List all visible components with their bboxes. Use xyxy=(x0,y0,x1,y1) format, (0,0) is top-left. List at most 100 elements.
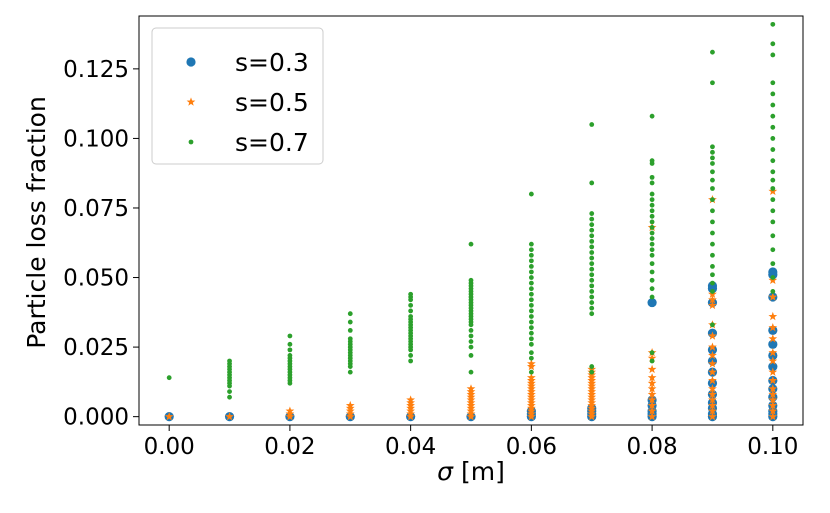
data-point xyxy=(710,169,715,175)
data-point xyxy=(710,177,715,183)
y-tick-label: 0.125 xyxy=(63,57,129,83)
x-tick-label: 0.00 xyxy=(144,434,195,460)
legend-item: s=0.5 xyxy=(186,88,309,117)
data-point xyxy=(770,275,776,280)
data-point xyxy=(589,222,595,228)
data-point xyxy=(710,144,715,150)
data-point xyxy=(589,294,595,300)
data-point xyxy=(164,412,174,421)
data-point xyxy=(710,149,715,155)
data-point xyxy=(768,375,778,385)
data-point xyxy=(768,311,778,321)
data-point xyxy=(707,345,718,355)
data-point xyxy=(708,295,717,304)
data-point xyxy=(468,344,474,350)
data-point xyxy=(408,358,414,364)
data-point xyxy=(708,300,717,310)
data-point xyxy=(768,267,778,277)
data-point xyxy=(526,373,536,382)
data-point xyxy=(707,378,718,388)
plot-frame xyxy=(138,15,804,426)
legend: s=0.3 s=0.5 s=0.7 xyxy=(151,27,324,165)
data-point xyxy=(708,389,717,399)
data-point xyxy=(589,211,595,216)
data-point xyxy=(526,406,536,415)
data-point xyxy=(528,252,534,258)
data-point xyxy=(406,412,416,421)
data-point xyxy=(710,219,715,225)
data-point xyxy=(468,277,474,283)
data-point xyxy=(649,191,655,197)
data-point xyxy=(406,409,416,418)
data-point xyxy=(710,322,715,328)
data-point xyxy=(528,308,534,314)
legend-label: s=0.7 xyxy=(235,128,309,157)
data-point xyxy=(708,400,717,410)
data-point xyxy=(406,403,416,413)
data-point xyxy=(589,364,595,369)
y-tick-label: 0.000 xyxy=(63,405,129,431)
data-point xyxy=(589,305,595,311)
data-point xyxy=(526,381,536,390)
data-point xyxy=(466,400,476,410)
data-point xyxy=(526,378,536,387)
data-point xyxy=(408,314,414,319)
data-point xyxy=(166,375,172,381)
data-point xyxy=(589,261,595,267)
data-point xyxy=(468,339,474,344)
data-point xyxy=(770,169,776,175)
x-tick-label: 0.06 xyxy=(506,434,557,460)
data-point xyxy=(770,177,776,183)
data-point xyxy=(649,213,655,219)
data-point xyxy=(708,384,717,393)
data-point xyxy=(287,353,293,358)
data-point xyxy=(647,400,657,410)
data-point xyxy=(770,124,776,130)
data-point xyxy=(768,339,778,349)
series-s-0-7 xyxy=(166,21,776,400)
data-point xyxy=(287,341,293,347)
data-point xyxy=(649,358,655,364)
data-point xyxy=(466,398,476,407)
data-point xyxy=(649,269,655,275)
data-point xyxy=(708,331,717,340)
data-point xyxy=(768,395,778,404)
data-point xyxy=(287,347,293,353)
data-point xyxy=(589,289,595,294)
data-point xyxy=(710,252,715,258)
data-point xyxy=(285,409,295,418)
data-point xyxy=(587,387,597,396)
data-point xyxy=(647,297,657,308)
y-tick-label: 0.050 xyxy=(63,266,129,292)
data-point xyxy=(770,289,776,294)
data-point xyxy=(587,400,597,410)
data-point xyxy=(768,356,778,365)
data-point xyxy=(770,261,776,267)
data-point xyxy=(647,406,657,415)
data-point xyxy=(770,233,776,239)
data-point xyxy=(708,395,717,404)
data-point xyxy=(528,297,534,303)
data-point xyxy=(468,369,474,375)
data-point xyxy=(768,400,778,410)
data-point xyxy=(710,80,715,86)
y-tick-label: 0.075 xyxy=(63,196,129,222)
data-point xyxy=(468,241,474,247)
x-axis-label: σ [m] xyxy=(437,457,505,486)
data-point xyxy=(649,180,655,186)
data-point xyxy=(587,373,597,382)
data-point xyxy=(587,384,597,393)
data-point xyxy=(708,359,717,368)
data-point xyxy=(587,403,597,413)
data-point xyxy=(770,247,776,253)
data-point xyxy=(526,361,536,371)
data-point xyxy=(408,353,414,358)
data-point xyxy=(708,367,717,376)
x-tick-label: 0.02 xyxy=(264,434,315,460)
data-point xyxy=(408,291,414,297)
data-point xyxy=(587,395,597,404)
data-point xyxy=(406,406,416,415)
data-point xyxy=(770,113,776,119)
